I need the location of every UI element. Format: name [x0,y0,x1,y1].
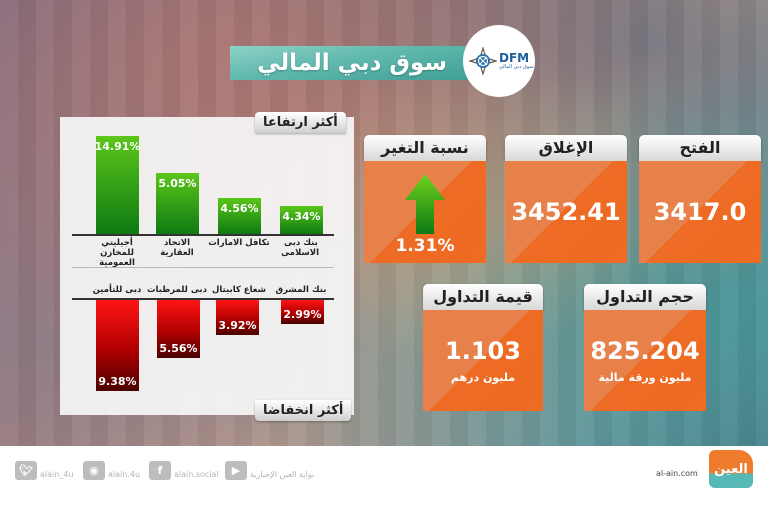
page-title: سوق دبي المالي [257,50,447,76]
social-handle: alain.4u [108,470,141,479]
volume-label: حجم التداول [584,284,706,310]
losers-axis [72,298,334,300]
social-handle: alain_4u [40,470,74,479]
loser-name: بنك المشرق [275,285,327,295]
loser-bar-3: 3.92% [216,300,259,335]
turnover-card: قيمة التداول 1.103 مليون درهم [423,284,543,411]
change-value: 1.31% [395,236,455,256]
close-card: الإغلاق 3452.41 [505,135,627,263]
change-card: نسبة التغير 1.31% [364,135,486,263]
change-label: نسبة التغير [364,135,486,161]
footer [0,446,768,510]
social-youtube[interactable]: ▶ بوابة العين الإخبارية [225,461,314,480]
logo-abbr: DFM [499,51,530,65]
gainer-bar-4: 4.34% [280,206,323,234]
logo-subtitle: سوق دبي المالي [499,64,534,70]
gainer-bar-1: 14.91% [94,136,141,234]
close-label: الإغلاق [505,135,627,161]
title-banner: سوق دبي المالي [230,46,475,80]
site-url[interactable]: al-ain.com [656,469,698,478]
twitter-icon: 🐦︎ [15,461,37,480]
arrow-up-icon [405,174,445,234]
gainers-label: أكثر ارتفاعا [255,112,346,133]
gainer-name: الاتحاد العقارية [160,238,194,258]
gainer-value: 4.34% [282,210,321,223]
facebook-icon: f [149,461,171,480]
dfm-emblem-icon [469,47,497,75]
open-label: الفتح [639,135,761,161]
turnover-value: 1.103 [445,337,521,365]
gainer-name: أجيليتي للمخازن العمومية [99,238,135,268]
turnover-label: قيمة التداول [423,284,543,310]
turnover-unit: مليون درهم [450,371,516,384]
gainer-name: تكافل الامارات [208,238,270,248]
loser-value: 2.99% [283,308,322,321]
volume-card: حجم التداول 825.204 مليون ورقة مالية [584,284,706,411]
open-value: 3417.0 [653,198,747,226]
gainer-bar-2: 5.05% [156,173,199,234]
open-card: الفتح 3417.0 [639,135,761,263]
brand-text: العين [714,461,748,477]
social-facebook[interactable]: f alain.social [149,461,219,480]
gainer-value: 14.91% [94,140,141,153]
losers-label: أكثر انخفاضا [255,400,352,421]
loser-bar-1: 9.38% [96,300,139,391]
youtube-icon: ▶ [225,461,247,480]
loser-value: 5.56% [159,342,198,355]
gainer-bar-3: 4.56% [218,198,261,234]
gainers-axis [72,234,334,236]
volume-value: 825.204 [590,337,700,365]
social-instagram[interactable]: ◉ alain.4u [83,461,140,480]
loser-name: شعاع كابيتال [212,285,266,295]
loser-bar-4: 2.99% [281,300,324,324]
alain-logo: العين [709,450,753,488]
gainer-value: 5.05% [158,177,197,190]
loser-value: 3.92% [218,319,257,332]
loser-name: دبى للتأمين [92,285,142,295]
loser-value: 9.38% [98,375,137,388]
volume-unit: مليون ورقة مالية [598,371,692,384]
social-twitter[interactable]: 🐦︎ alain_4u [15,461,73,480]
loser-bar-2: 5.56% [157,300,200,358]
dfm-logo: DFM سوق دبي المالي [463,25,535,97]
gainer-value: 4.56% [220,202,259,215]
instagram-icon: ◉ [83,461,105,480]
social-handle: بوابة العين الإخبارية [250,470,315,479]
loser-name: دبى للمرطبات [147,285,207,295]
section-divider [72,267,334,268]
close-value: 3452.41 [511,198,621,226]
social-handle: alain.social [174,470,219,479]
gainer-name: بنك دبى الاسلامى [281,238,319,258]
